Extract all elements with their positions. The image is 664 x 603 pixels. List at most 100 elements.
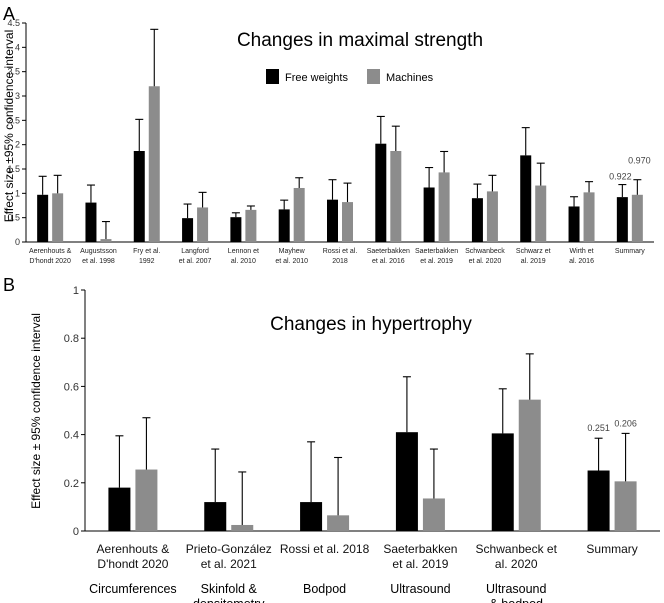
- panel-b-bar-machines-saeterbakken-et-al-2019: [422, 498, 445, 531]
- panel-a-bar-free-weights-schwarz-et-al-2019: [520, 155, 532, 242]
- panel-a-summary-value-machines: 0.970: [628, 156, 651, 166]
- panel-b-bar-free-weights-prieto-gonz-lez-et-al-2021: [204, 502, 227, 531]
- panel-a-bar-machines-mayhew-et-al-2010: [293, 187, 305, 242]
- panel-a-bar-machines-saeterbakken-et-al-2016: [390, 150, 402, 242]
- panel-a-category-label: al. 2016: [569, 258, 594, 265]
- panel-b-y-tick-label: 0.8: [64, 333, 79, 345]
- panel-a-category-label: Saeterbakken: [415, 248, 458, 255]
- panel-a-bar-machines-augustsson-et-al-1998: [100, 239, 112, 242]
- panel-a-category-label: Aerenhouts &: [29, 248, 72, 255]
- panel-b-measurement-group-label: Skinfold &: [201, 582, 258, 596]
- panel-a-bar-free-weights-saeterbakken-et-al-2019: [423, 187, 435, 242]
- panel-b-category-label: et al. 2019: [392, 557, 448, 571]
- panel-a-ylabel: Effect size ±95% confidence interval: [2, 30, 16, 222]
- panel-a-y-tick-label: 2.5: [7, 115, 20, 125]
- panel-a-bar-free-weights-aerenhouts-d-hondt-2020: [37, 194, 49, 242]
- panel-a-category-label: Mayhew: [279, 248, 306, 255]
- panel-b-bar-free-weights-schwanbeck-et-al-2020: [491, 433, 514, 531]
- panel-b-summary-value-free-weights: 0.251: [587, 423, 610, 433]
- panel-a-bar-free-weights-augustsson-et-al-1998: [85, 202, 97, 242]
- panel-b-category-label: Schwanbeck et: [476, 542, 558, 556]
- panel-a-bar-free-weights-summary: [616, 197, 628, 242]
- panel-b-measurement-group-label: Ultrasound: [390, 582, 450, 596]
- panel-a-bar-machines-schwanbeck-et-al-2020: [486, 191, 498, 242]
- panel-a-y-tick-label: 1: [15, 188, 20, 198]
- panel-a-y-tick-label: 1.5: [7, 164, 20, 174]
- panel-b-measurement-group-label: & bodpod: [489, 597, 543, 603]
- panel-b-y-tick-label: 0.6: [64, 381, 79, 393]
- panel-b-category-label: Prieto-González: [186, 542, 272, 556]
- panel-b-measurement-group-label: densitometry: [193, 597, 265, 603]
- panel-b-y-tick-label: 1: [73, 285, 79, 297]
- panel-a-bar-free-weights-fry-et-al-1992: [133, 150, 145, 242]
- panel-b-category-label: Saeterbakken: [383, 542, 457, 556]
- panel-a-category-label: Augustsson: [80, 248, 117, 255]
- panel-a-category-label: Wirth et: [569, 248, 593, 255]
- panel-a-category-label: Lennon et: [228, 248, 259, 255]
- panel-a-y-tick-label: 4.5: [7, 18, 20, 28]
- panel-b-letter: B: [3, 275, 15, 295]
- panel-a-category-label: et al. 2007: [179, 258, 212, 265]
- panel-a-bar-machines-langford-et-al-2007: [197, 207, 209, 242]
- panel-a-bar-machines-rossi-et-al-2018: [342, 202, 353, 242]
- panel-b-category-labels: Aerenhouts &D'hondt 2020 Circumferences Pr…: [89, 542, 638, 603]
- panel-b-axes: 0 0.2 0.4 0.6 0.8 1: [64, 285, 660, 538]
- panel-a-bar-machines-schwarz-et-al-2019: [535, 185, 547, 242]
- panel-b-y-tick-label: 0.4: [64, 430, 79, 442]
- panel-a-y-tick-label: 4: [15, 42, 20, 52]
- panel-b-bar-machines-rossi-et-al-2018: [327, 515, 350, 531]
- panel-b-bar-machines-schwanbeck-et-al-2020: [518, 399, 541, 531]
- panel-a-bar-machines-lennon-et-al-2010: [245, 209, 257, 242]
- panel-b-measurement-group-label: Ultrasound: [486, 582, 546, 596]
- panel-a-bar-free-weights-wirth-et-al-2016: [568, 206, 580, 242]
- panel-b-y-tick-label: 0.2: [64, 478, 79, 490]
- panel-a-bar-machines-aerenhouts-d-hondt-2020: [52, 193, 64, 242]
- panel-a-category-label: et al. 2016: [372, 258, 405, 265]
- panel-a-bar-free-weights-mayhew-et-al-2010: [278, 209, 290, 242]
- panel-a-category-label: Fry et al.: [133, 248, 160, 255]
- panel-a-letter: A: [3, 4, 15, 24]
- legend: Free weights Machines: [266, 69, 434, 84]
- panel-b-category-label: Aerenhouts &: [97, 542, 170, 556]
- panel-a-category-label: 1992: [139, 258, 155, 265]
- legend-label-machines: Machines: [386, 72, 434, 84]
- panel-b-y-tick-label: 0: [73, 526, 79, 538]
- panel-a-category-label: Langford: [181, 248, 209, 255]
- panel-b-bar-free-weights-saeterbakken-et-al-2019: [395, 432, 418, 531]
- panel-b-category-label: Rossi et al. 2018: [280, 542, 370, 556]
- panel-a-category-label: Saeterbakken: [367, 248, 410, 255]
- panel-a-bar-free-weights-schwanbeck-et-al-2020: [471, 198, 483, 242]
- panel-a-bar-free-weights-langford-et-al-2007: [182, 218, 194, 242]
- legend-swatch-free-weights: [266, 69, 279, 84]
- panel-a-category-label: Schwanbeck: [465, 248, 505, 255]
- panel-a-axes: 0 0.5 1 1.5 2 2.5 3 3.5 4 4.5: [7, 18, 654, 247]
- panel-a-category-label: et al. 1998: [82, 258, 115, 265]
- panel-a-y-tick-label: 2: [15, 140, 20, 150]
- panel-a-category-label: 2018: [332, 258, 348, 265]
- panel-a-category-label: et al. 2010: [275, 258, 308, 265]
- panel-b-bar-free-weights-rossi-et-al-2018: [300, 502, 323, 531]
- panel-b-bar-machines-prieto-gonz-lez-et-al-2021: [231, 524, 254, 531]
- panel-a-bar-free-weights-saeterbakken-et-al-2016: [375, 143, 387, 242]
- panel-a-y-tick-label: 3.5: [7, 67, 20, 77]
- panel-b-measurement-group-label: Bodpod: [303, 582, 346, 596]
- panel-b-ylabel: Effect size ± 95% confidence interval: [29, 313, 43, 509]
- panel-a-bar-machines-saeterbakken-et-al-2019: [438, 172, 450, 242]
- legend-swatch-machines: [367, 69, 380, 84]
- panel-a-y-tick-label: 0.5: [7, 213, 20, 223]
- panel-a-category-label: al. 2019: [521, 258, 546, 265]
- panel-a-bars: 0.922 0.970: [37, 28, 651, 243]
- panel-a-bar-machines-summary: [631, 194, 643, 242]
- panel-a-bar-free-weights-lennon-et-al-2010: [230, 217, 242, 242]
- panel-b-measurement-group-label: Circumferences: [89, 582, 177, 596]
- panel-b-bars: 0.251 0.206: [108, 353, 637, 531]
- panel-a-y-tick-label: 0: [15, 237, 20, 247]
- panel-a-category-labels: Aerenhouts & D'hondt 2020 Augustsson et al.…: [29, 248, 645, 265]
- panel-a-bar-free-weights-rossi-et-al-2018: [327, 199, 338, 242]
- panel-a-category-label: et al. 2019: [420, 258, 453, 265]
- panel-a-category-label: Summary: [615, 248, 645, 255]
- panel-b-bar-machines-aerenhouts-d-hondt-2020: [135, 469, 158, 531]
- legend-label-free-weights: Free weights: [285, 72, 348, 84]
- panel-a-category-label: et al. 2020: [469, 258, 502, 265]
